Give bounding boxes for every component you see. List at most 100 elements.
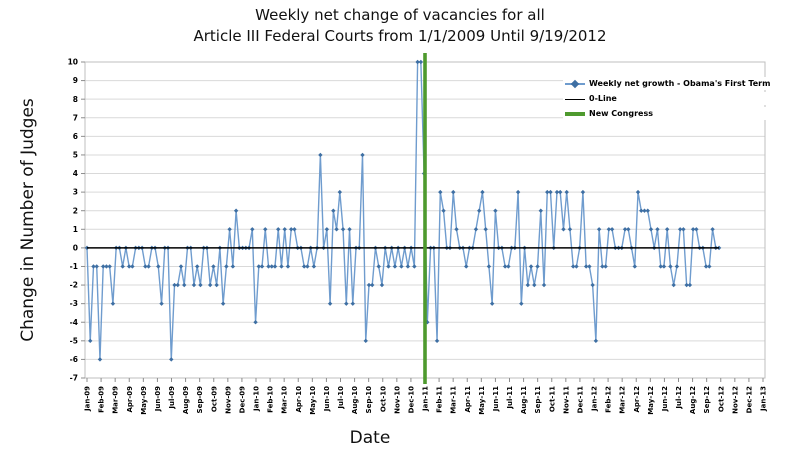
x-tick-label: Nov-10 <box>393 386 401 414</box>
series-marker <box>392 264 398 269</box>
x-tick-label: Sep-09 <box>196 386 204 414</box>
series-marker <box>318 152 323 158</box>
x-tick-label: Jan-12 <box>591 386 599 412</box>
series-marker <box>269 264 274 269</box>
x-axis-label: Date <box>349 428 391 448</box>
x-tick-label: Aug-11 <box>520 386 528 414</box>
series-marker <box>301 264 307 269</box>
series-marker <box>282 227 287 232</box>
x-tick-label: Jun-12 <box>661 386 669 412</box>
series-marker <box>541 282 547 288</box>
x-tick-label: Oct-10 <box>379 386 387 412</box>
series-marker <box>554 189 560 195</box>
x-tick-label: Dec-10 <box>407 386 415 413</box>
series-marker <box>276 227 281 232</box>
series-marker <box>250 227 255 232</box>
series-marker <box>159 301 164 306</box>
legend-label: Weekly net growth - Obama's First Term <box>589 79 771 88</box>
series-marker <box>94 264 99 269</box>
x-tick-label: Oct-12 <box>717 386 725 412</box>
x-tick-label: Jan-10 <box>253 386 261 412</box>
series-marker <box>489 301 495 306</box>
y-tick-label: 5 <box>73 151 78 160</box>
y-tick-label: -5 <box>70 336 78 345</box>
series-marker <box>707 264 712 269</box>
series-marker <box>324 227 330 232</box>
series-marker <box>418 59 424 65</box>
series-marker <box>107 264 112 269</box>
series-marker <box>506 264 511 269</box>
series-marker <box>515 189 521 195</box>
series-marker <box>583 264 589 269</box>
series-marker <box>590 282 595 288</box>
series-weekly-net-growth-line <box>86 61 720 361</box>
series-marker <box>664 227 670 232</box>
series-marker <box>535 264 540 269</box>
chart-legend: Weekly net growth - Obama's First Term 0… <box>563 77 773 120</box>
x-tick-label: Apr-12 <box>633 386 641 413</box>
y-tick-label: -2 <box>70 281 78 290</box>
series-marker <box>532 282 537 288</box>
y-tick-label: -3 <box>70 299 78 308</box>
chart-title-line2: Article III Federal Courts from 1/1/2009… <box>193 27 607 45</box>
legend-label: 0-Line <box>589 94 617 103</box>
series-marker <box>464 264 469 269</box>
green-thick-line-icon <box>565 109 585 119</box>
series-marker <box>172 282 177 288</box>
series-marker <box>233 208 239 213</box>
series-marker <box>658 264 663 269</box>
x-tick-label: Apr-10 <box>295 386 303 413</box>
series-marker <box>327 301 333 306</box>
y-tick-label: 4 <box>73 169 78 178</box>
series-marker <box>580 189 586 195</box>
legend-label: New Congress <box>589 109 653 118</box>
series-marker <box>476 208 482 213</box>
series-marker <box>195 264 200 269</box>
series-marker <box>285 264 291 269</box>
series-marker <box>97 357 103 362</box>
x-tick-label: Jul-09 <box>168 386 176 410</box>
y-tick-label: 1 <box>73 225 78 234</box>
series-marker <box>677 227 683 232</box>
series-marker <box>454 227 459 232</box>
x-tick-label: Dec-09 <box>238 386 246 413</box>
series-marker <box>178 264 184 269</box>
series-marker <box>386 264 391 269</box>
series-marker <box>305 264 310 269</box>
series-marker <box>227 227 232 232</box>
x-tick-label: Feb-10 <box>267 386 275 413</box>
x-tick-label: Apr-09 <box>126 386 134 413</box>
series-marker <box>528 264 534 269</box>
series-marker <box>126 264 132 269</box>
x-tick-label: Jun-11 <box>492 386 500 412</box>
x-tick-label: Nov-11 <box>562 386 570 414</box>
series-marker <box>545 189 550 195</box>
series-marker <box>694 227 699 232</box>
series-marker <box>289 227 294 232</box>
series-marker <box>350 301 355 306</box>
x-tick-label: Oct-11 <box>548 386 556 412</box>
series-marker <box>538 208 543 213</box>
series-marker <box>376 264 381 269</box>
series-marker <box>635 189 641 195</box>
x-tick-label: Sep-10 <box>365 386 373 414</box>
series-marker <box>337 189 343 195</box>
x-tick-label: Jan-13 <box>760 386 768 412</box>
x-tick-label: Aug-12 <box>689 386 697 414</box>
series-marker <box>574 264 579 269</box>
series-marker <box>91 264 96 269</box>
series-marker <box>632 264 637 269</box>
series-marker <box>600 264 605 269</box>
series-marker <box>603 264 608 269</box>
series-marker <box>370 282 375 288</box>
series-marker <box>668 264 673 269</box>
blue-line-marker-icon <box>565 79 585 89</box>
x-tick-label: Jul-12 <box>675 386 683 410</box>
series-marker <box>143 264 148 269</box>
x-tick-label: Nov-12 <box>731 386 739 414</box>
x-tick-label: Jan-11 <box>422 386 430 412</box>
series-marker <box>639 208 644 213</box>
x-tick-label: Feb-09 <box>98 386 106 413</box>
